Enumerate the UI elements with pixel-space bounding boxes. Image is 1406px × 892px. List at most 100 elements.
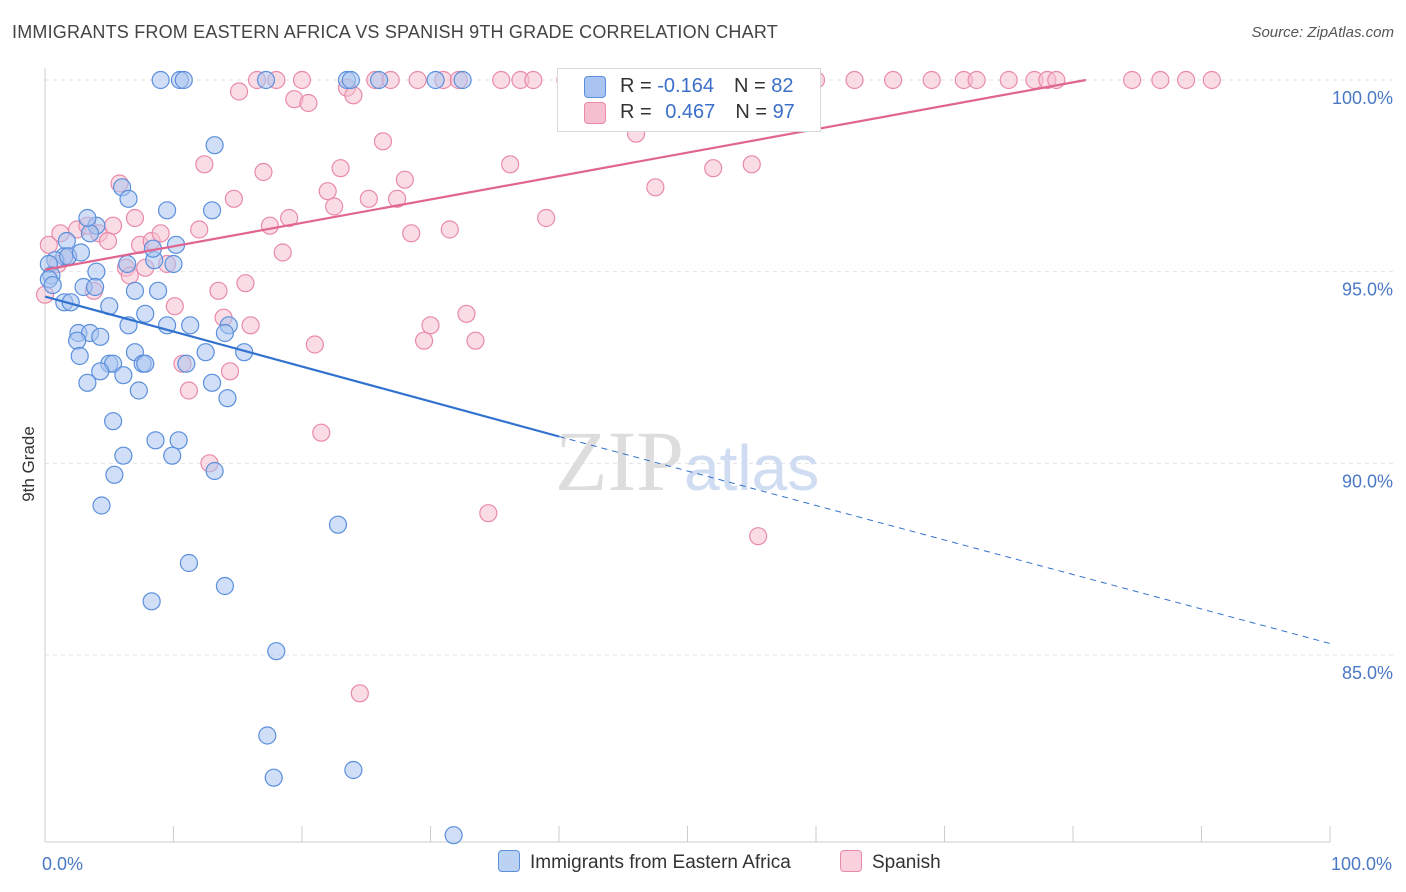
scatter-point — [148, 281, 168, 300]
scatter-point — [205, 136, 224, 155]
scatter-point — [236, 274, 255, 293]
chart-source: Source: ZipAtlas.com — [1251, 24, 1394, 41]
scatter-point — [174, 70, 193, 90]
scatter-point — [999, 70, 1018, 90]
scatter-point — [57, 231, 76, 251]
scatter-point — [331, 159, 350, 178]
scatter-point — [195, 155, 214, 174]
scatter-point — [387, 189, 407, 208]
trend-line-eastern-africa — [44, 295, 560, 438]
scatter-point — [1202, 70, 1221, 90]
scatter-point — [179, 553, 199, 573]
legend-blue-r-label: R = — [620, 75, 652, 97]
scatter-point — [260, 216, 279, 235]
x-tick-label-max: 100.0% — [1331, 854, 1392, 874]
scatter-point — [395, 170, 414, 189]
scatter-point — [328, 515, 348, 534]
legend-blue-r-value: -0.164 — [657, 75, 714, 97]
y-tick-label: 95.0% — [1342, 280, 1393, 300]
legend-row-blue: R = -0.164 N = 82 — [584, 75, 793, 101]
scatter-point — [202, 373, 222, 392]
scatter-point — [408, 70, 427, 90]
scatter-point — [292, 70, 312, 90]
scatter-point — [181, 316, 200, 335]
scatter-point — [118, 254, 137, 274]
scatter-point — [264, 768, 283, 787]
scatter-point — [241, 316, 260, 335]
scatter-point — [125, 281, 145, 300]
scatter-point — [466, 331, 485, 350]
scatter-point — [426, 70, 445, 90]
scatter-point — [273, 243, 292, 262]
scatter-point — [312, 423, 331, 442]
scatter-point — [440, 220, 459, 239]
scatter-point — [91, 362, 110, 381]
scatter-point — [492, 70, 511, 90]
scatter-point — [114, 366, 133, 385]
scatter-point — [749, 527, 768, 546]
scatter-point — [373, 132, 393, 151]
scatter-point — [68, 331, 87, 350]
scatter-point — [136, 354, 155, 373]
scatter-point — [70, 346, 89, 366]
scatter-point — [254, 162, 273, 182]
scatter-point — [479, 504, 498, 523]
scatter-point — [114, 446, 133, 465]
scatter-point — [267, 642, 286, 661]
scatter-point — [1151, 70, 1170, 90]
scatter-point — [43, 275, 62, 295]
scatter-point — [196, 343, 215, 362]
legend-row-pink: R = 0.467 N = 97 — [584, 101, 795, 127]
scatter-point — [444, 826, 463, 845]
scatter-point — [215, 323, 234, 343]
legend-blue-n-value: 82 — [771, 75, 794, 97]
scatter-point — [169, 431, 188, 450]
scatter-point — [104, 216, 123, 235]
scatter-point — [179, 381, 199, 400]
scatter-point — [165, 297, 184, 316]
scatter-point — [402, 224, 421, 243]
scatter-point — [177, 354, 196, 373]
scatter-point — [350, 684, 369, 703]
scatter-point — [146, 431, 165, 450]
scatter-point — [86, 277, 105, 297]
scatter-point — [224, 189, 243, 208]
scatter-point — [205, 461, 224, 481]
scatter-point — [157, 201, 177, 220]
scatter-point — [1176, 70, 1196, 90]
y-tick-label: 90.0% — [1342, 471, 1393, 491]
scatter-point — [967, 70, 986, 90]
bottom-legend-swatch-pink — [840, 850, 862, 873]
scatter-point — [190, 220, 209, 239]
y-tick-label: 100.0% — [1332, 88, 1393, 108]
scatter-point — [305, 335, 324, 354]
chart-title: IMMIGRANTS FROM EASTERN AFRICA VS SPANIS… — [12, 22, 778, 42]
x-tick-label-min: 0.0% — [42, 854, 83, 874]
bottom-legend-swatch-blue — [498, 850, 520, 873]
scatter-point — [501, 155, 520, 174]
scatter-point — [646, 178, 665, 197]
scatter-point — [344, 86, 363, 105]
scatter-point — [229, 82, 249, 101]
watermark-zip: ZIP — [555, 413, 684, 509]
scatter-point — [91, 327, 110, 346]
scatter-point — [163, 446, 182, 465]
scatter-point — [39, 235, 58, 254]
bottom-legend-blue: Immigrants from Eastern Africa — [498, 850, 791, 874]
trend-lines — [44, 78, 1331, 644]
legend-pink-r-label: R = — [620, 101, 652, 123]
scatter-point — [71, 243, 91, 262]
bottom-legend-pink: Spanish — [840, 850, 941, 874]
scatter-point — [164, 254, 183, 274]
legend-pink-r-value: 0.467 — [665, 101, 716, 123]
scatter-point — [704, 159, 723, 178]
scatter-point — [218, 389, 237, 408]
scatter-point — [78, 208, 97, 228]
scatter-point — [215, 576, 234, 596]
scatter-point — [883, 70, 903, 90]
scatter-point — [220, 362, 240, 381]
scatter-point — [845, 70, 864, 90]
scatter-point — [359, 189, 378, 208]
scatter-point — [129, 381, 148, 400]
axes — [44, 68, 1331, 843]
